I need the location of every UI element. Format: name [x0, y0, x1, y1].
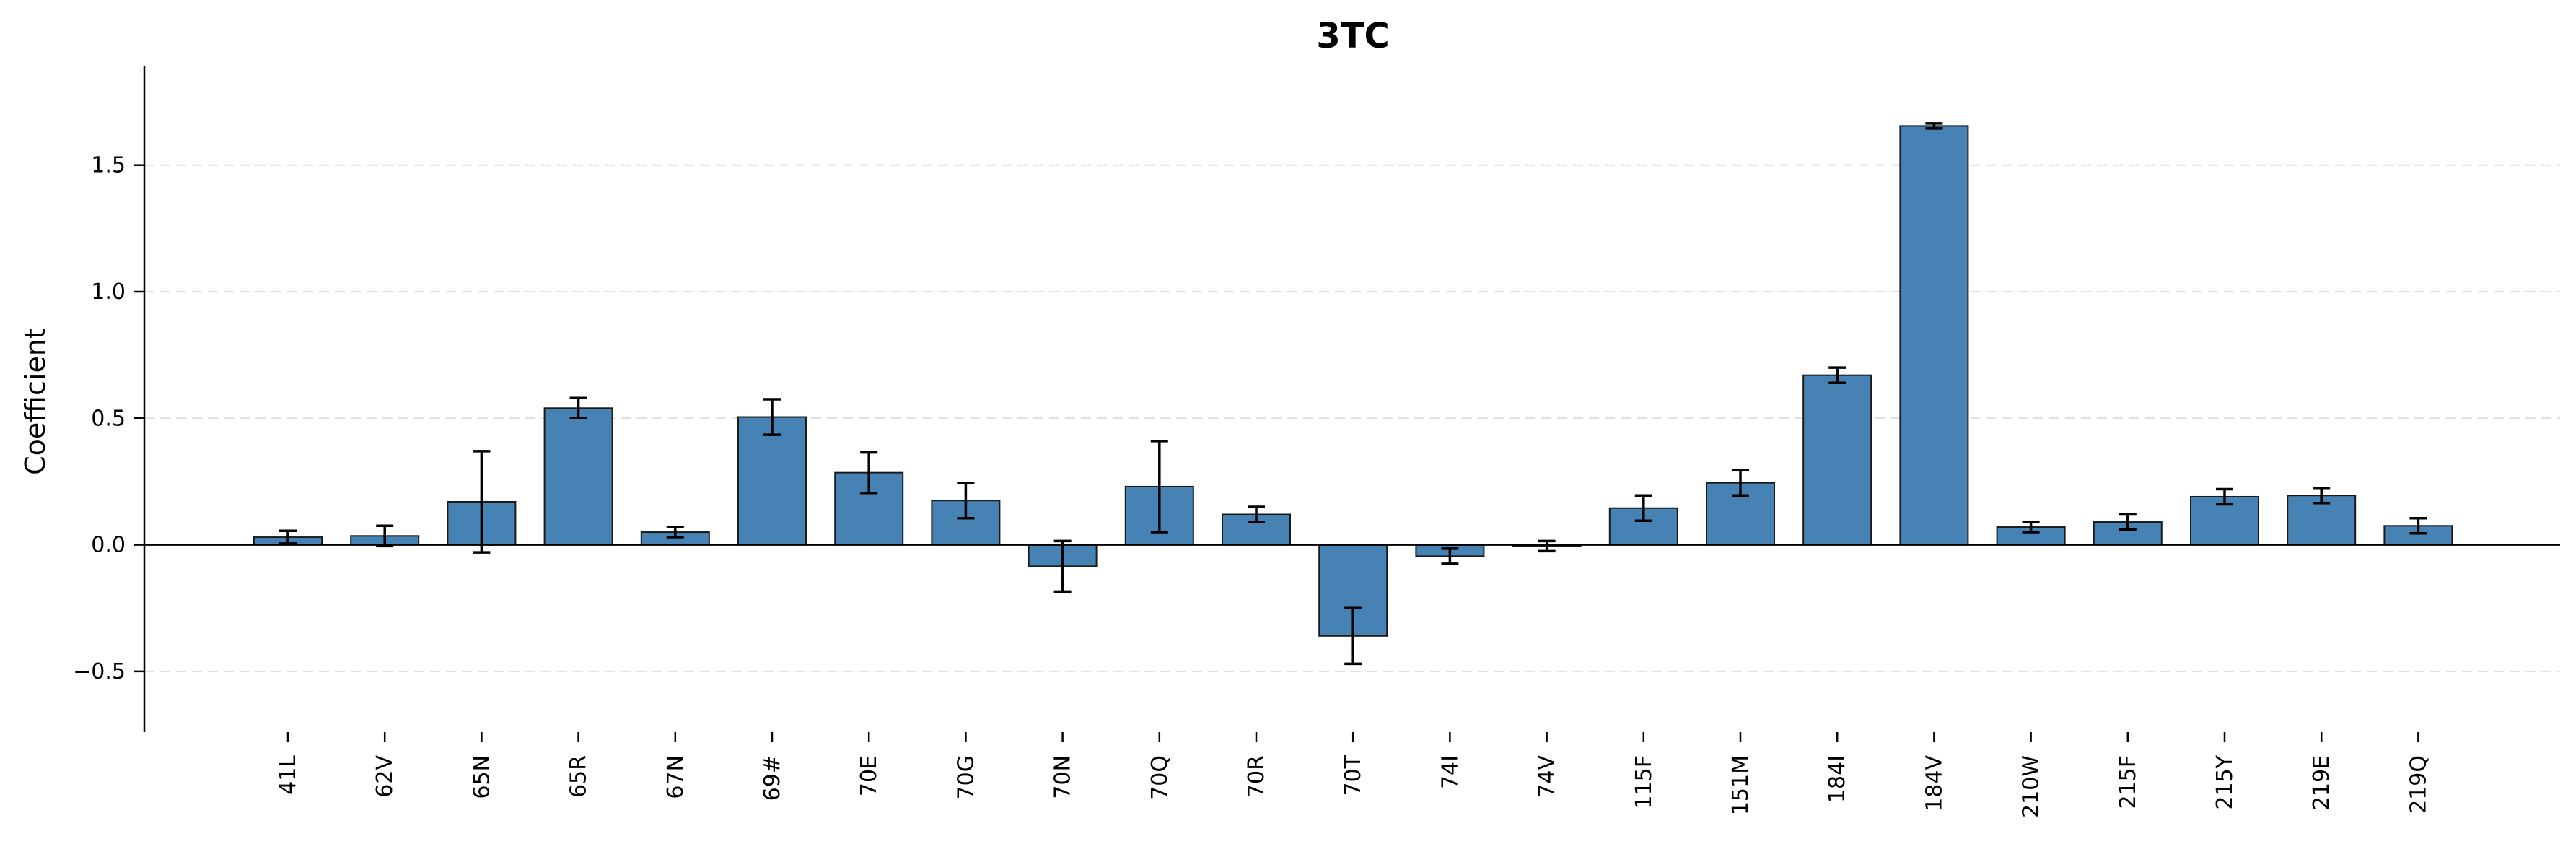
- error-bar-70Q: [1150, 440, 1168, 534]
- x-tick-label: 215Y: [2212, 754, 2238, 809]
- error-bar-70R: [1248, 505, 1265, 523]
- bar-65R: [543, 407, 613, 546]
- x-tick-label: 70T: [1341, 754, 1366, 796]
- error-bars: [279, 122, 2427, 666]
- error-bar-65R: [569, 396, 587, 420]
- error-bar-184V: [1925, 122, 1943, 130]
- chart-title: 3TC: [1316, 16, 1389, 56]
- x-tick-label: 215F: [2116, 755, 2141, 809]
- x-tick-label: 65R: [566, 755, 592, 798]
- x-tick-label: 219E: [2309, 755, 2334, 810]
- y-tick-label: 0.5: [91, 406, 126, 431]
- y-tick-label: 1.5: [91, 153, 126, 178]
- error-bar-115F: [1634, 494, 1652, 523]
- error-bar-210W: [2022, 521, 2040, 534]
- error-bar-219Q: [2409, 517, 2427, 535]
- error-bar-65N: [473, 450, 491, 554]
- error-bar-74V: [1538, 539, 1556, 553]
- error-bar-151M: [1732, 469, 1749, 497]
- x-ticks: 41L 62V 65N 65R 67N 69# 70E 70G 70N 70Q 70R 70T 74I 7…: [276, 732, 2431, 818]
- error-bar-41L: [279, 529, 297, 545]
- x-tick-label: 62V: [372, 755, 398, 798]
- error-bar-219E: [2313, 486, 2331, 505]
- x-tick-label: 70R: [1244, 755, 1269, 798]
- error-bar-62V: [376, 524, 394, 548]
- y-tick-label: 1.0: [91, 279, 126, 305]
- error-bar-70E: [860, 451, 878, 495]
- y-ticks: −0.5 0.0 0.5 1.0 1.5: [73, 153, 144, 684]
- bar-184V: [1899, 125, 1969, 546]
- x-tick-label: 184V: [1922, 755, 1947, 812]
- x-tick-label: 151M: [1728, 755, 1753, 815]
- bar-69#: [737, 416, 807, 546]
- y-axis-label: Coefficient: [19, 328, 51, 475]
- x-tick-label: 70Q: [1147, 755, 1173, 800]
- y-tick-label: 0.0: [91, 533, 126, 558]
- error-bar-74I: [1441, 547, 1459, 565]
- x-tick-label: 184I: [1825, 755, 1850, 803]
- y-tick-label: −0.5: [73, 659, 126, 684]
- x-tick-label: 70G: [953, 755, 978, 799]
- error-bar-69#: [763, 398, 781, 436]
- error-bar-215Y: [2216, 487, 2233, 506]
- x-tick-label: 70N: [1051, 755, 1076, 799]
- error-bar-70G: [957, 481, 975, 520]
- x-tick-label: 210W: [2019, 755, 2044, 818]
- x-tick-label: 65N: [469, 755, 494, 799]
- x-tick-label: 74V: [1535, 755, 1560, 798]
- error-bar-215F: [2119, 513, 2137, 531]
- x-tick-label: 115F: [1631, 755, 1657, 809]
- x-tick-label: 67N: [663, 755, 688, 799]
- error-bar-70T: [1344, 606, 1362, 666]
- x-tick-label: 219Q: [2406, 755, 2431, 814]
- error-bar-67N: [666, 526, 684, 539]
- x-tick-label: 70E: [857, 755, 882, 796]
- error-bar-184I: [1828, 366, 1846, 384]
- x-tick-label: 74I: [1437, 755, 1463, 789]
- bar-184I: [1802, 374, 1872, 546]
- x-tick-label: 69#: [760, 755, 785, 801]
- error-bar-70N: [1053, 539, 1072, 593]
- x-tick-label: 41L: [276, 755, 301, 795]
- bars: [253, 125, 2453, 637]
